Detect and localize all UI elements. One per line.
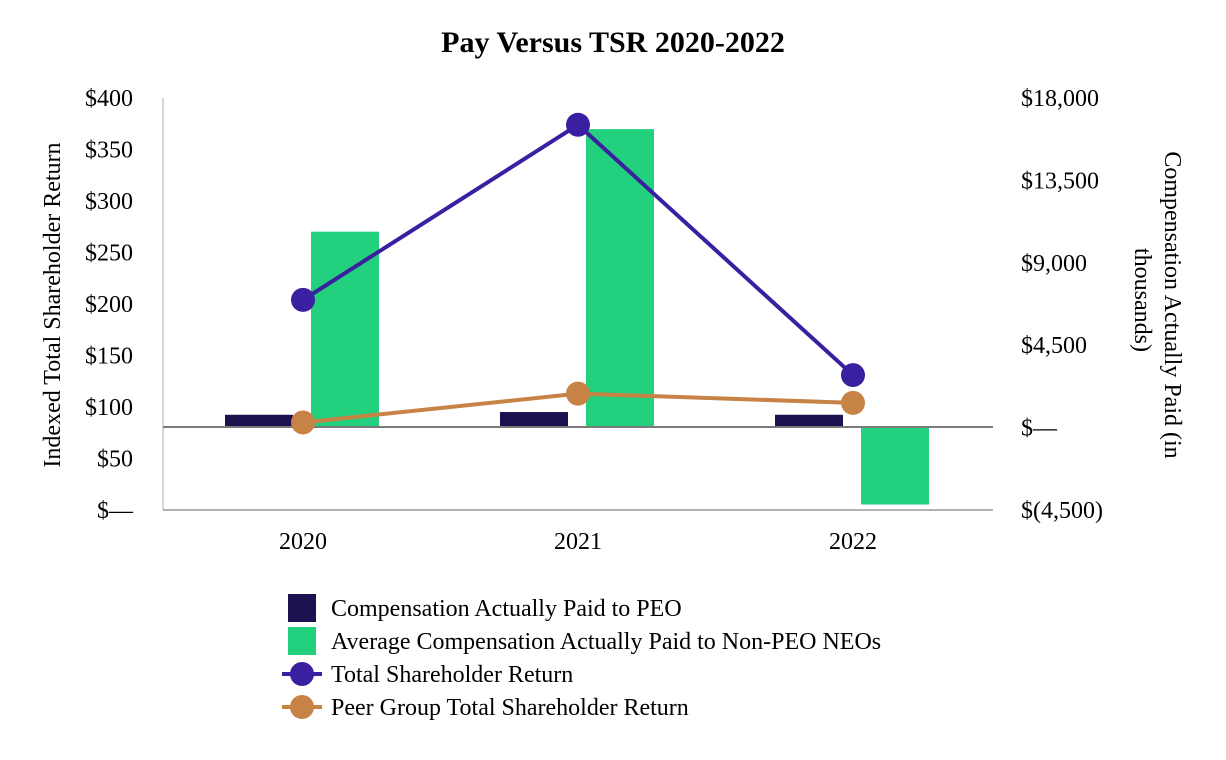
left-tick-label: $400	[85, 86, 133, 112]
left-tick-label: $300	[85, 189, 133, 215]
x-tick-label: 2022	[829, 529, 877, 555]
right-tick-label: $—	[1021, 416, 1058, 442]
neo-compensation-bar	[586, 129, 654, 428]
legend: Compensation Actually Paid to PEO Average…	[282, 594, 881, 721]
left-axis-label: Indexed Total Shareholder Return	[40, 142, 66, 467]
left-tick-label: $100	[85, 395, 133, 421]
legend-label: Average Compensation Actually Paid to No…	[331, 629, 881, 655]
right-axis-label-line2: thousands)	[1129, 248, 1155, 352]
peer-tsr-point	[841, 390, 865, 415]
tsr-point	[841, 363, 865, 388]
legend-swatch	[288, 627, 316, 655]
peo-compensation-bar	[775, 414, 843, 428]
right-tick-label: $4,500	[1021, 333, 1087, 359]
line-series	[291, 112, 865, 435]
legend-swatch	[288, 594, 316, 622]
left-tick-label: $200	[85, 292, 133, 318]
peer-tsr-point	[566, 381, 590, 406]
right-axis-label-line1: Compensation Actually Paid (in	[1159, 151, 1185, 458]
peo-compensation-bar	[500, 412, 568, 428]
left-tick-label: $150	[85, 344, 133, 370]
tsr-point	[291, 287, 315, 312]
right-tick-label: $13,500	[1021, 168, 1099, 194]
neo-compensation-bar	[861, 427, 929, 505]
bar-series	[225, 129, 929, 505]
right-tick-label: $18,000	[1021, 86, 1099, 112]
peo-compensation-bar	[225, 414, 293, 428]
legend-label: Peer Group Total Shareholder Return	[331, 695, 689, 721]
tsr-point	[566, 112, 590, 137]
legend-marker	[290, 695, 314, 719]
peer-tsr-point	[291, 410, 315, 435]
tsr-line	[301, 122, 855, 377]
x-axis-ticks: 2020 2021 2022	[279, 529, 877, 555]
legend-label: Total Shareholder Return	[331, 662, 573, 688]
left-axis-ticks: $— $50 $100 $150 $200 $250 $300 $350 $400	[85, 86, 134, 524]
x-tick-label: 2020	[279, 529, 327, 555]
right-tick-label: $(4,500)	[1021, 498, 1103, 524]
right-axis-ticks: $(4,500) $— $4,500 $9,000 $13,500 $18,000	[1021, 86, 1103, 524]
right-tick-label: $9,000	[1021, 251, 1087, 277]
legend-label: Compensation Actually Paid to PEO	[331, 596, 682, 622]
x-tick-label: 2021	[554, 529, 602, 555]
neo-compensation-bar	[311, 231, 379, 428]
left-tick-label: $350	[85, 138, 133, 164]
left-tick-label: $—	[97, 498, 134, 524]
chart-title: Pay Versus TSR 2020-2022	[441, 26, 785, 59]
legend-marker	[290, 662, 314, 686]
left-tick-label: $250	[85, 241, 133, 267]
left-tick-label: $50	[97, 447, 133, 473]
